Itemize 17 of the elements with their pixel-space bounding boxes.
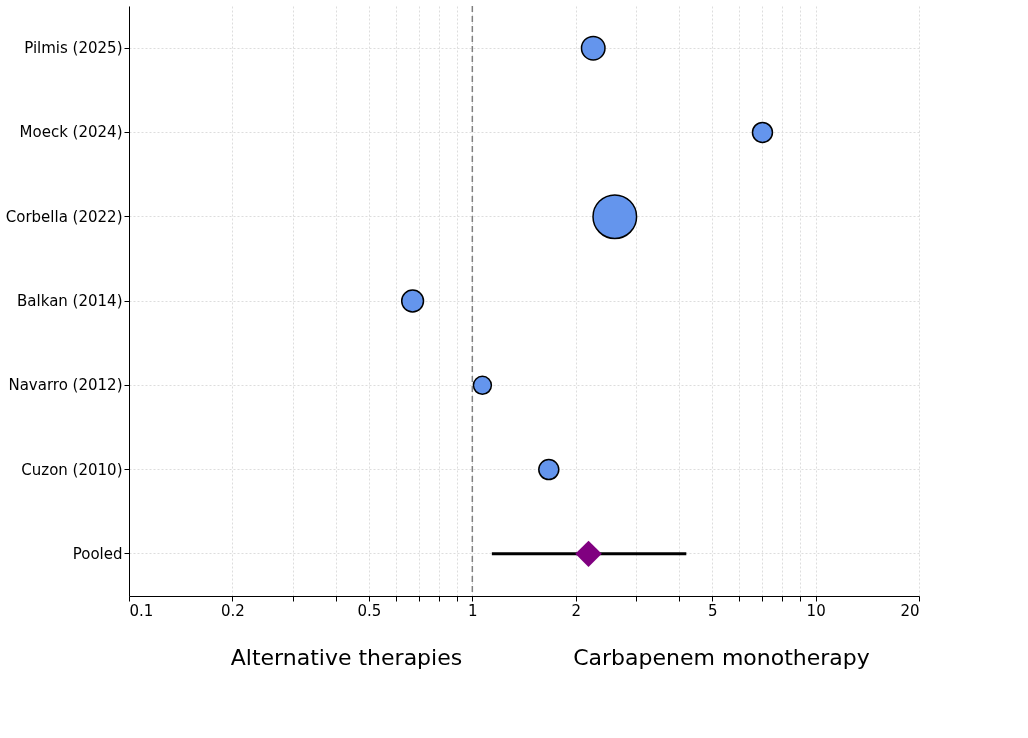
y-tick-label: Balkan (2014) [17,292,123,310]
x-tick-label: 0.2 [220,601,245,620]
text: Alternative therapies [230,645,463,670]
y-tick-label: Pooled [72,544,123,563]
y-tick-label: Pilmis (2025) [24,39,123,58]
text: Carbapenem monotherapy [573,645,870,670]
x-tick-label: 0.1 [129,601,154,620]
y-tick-label: Cuzon (2010) [21,460,123,479]
x-tick-label: 20 [900,601,920,620]
x-tick-label: 2 [571,601,581,620]
x-tick-label: 0.5 [357,601,382,620]
x-tick-label: 5 [708,601,718,620]
y-tick-label: Corbella (2022) [5,207,123,226]
x-tick-label: 10 [806,601,826,620]
y-tick-label: Moeck (2024) [19,123,123,142]
y-tick-label: Navarro (2012) [8,376,123,395]
x-tick-label: 1 [468,601,478,620]
